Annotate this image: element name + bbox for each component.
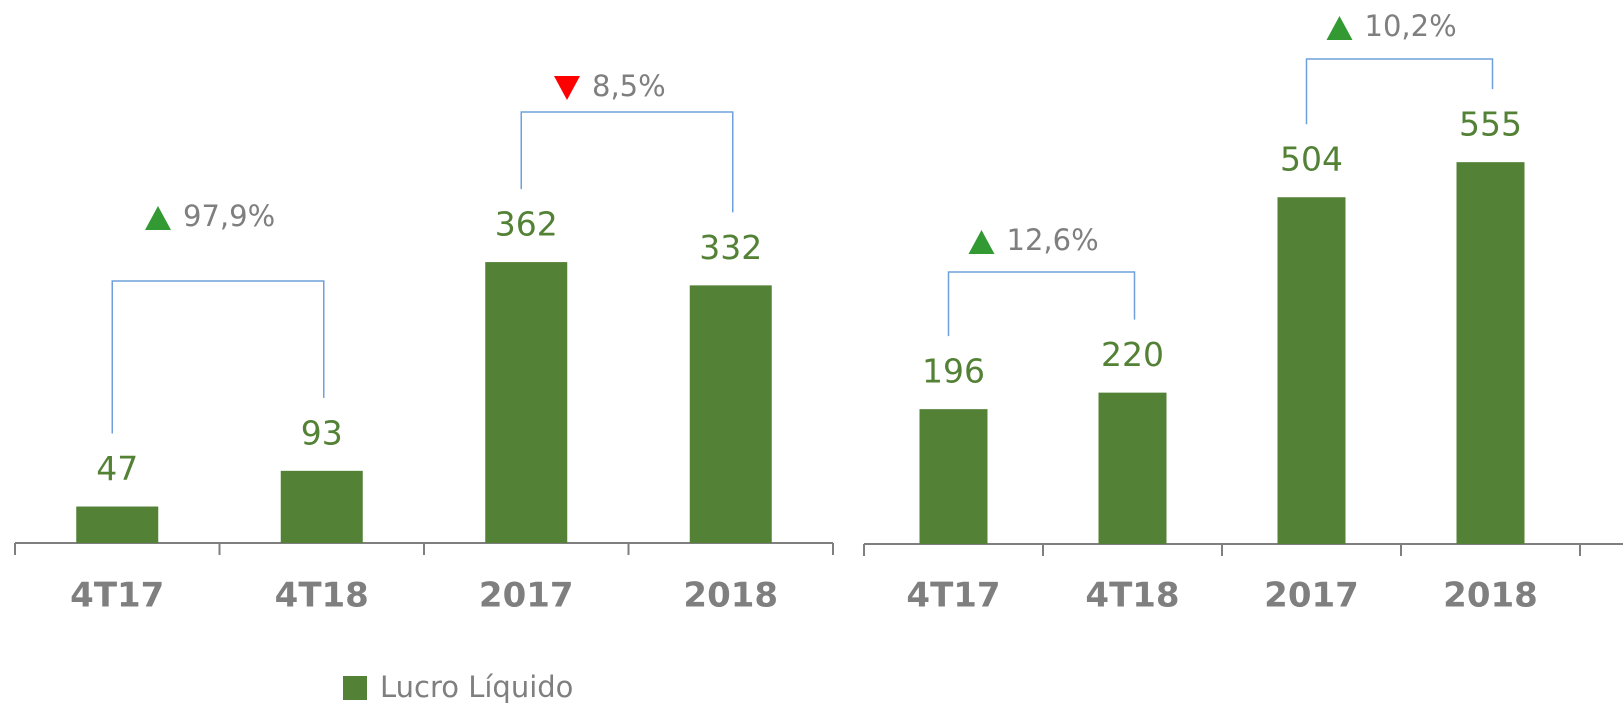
x-tick-label: 4T18 (1085, 576, 1179, 616)
value-label: 555 (1459, 105, 1522, 144)
x-tick-label: 2017 (479, 576, 574, 616)
bar (280, 470, 363, 543)
legend-swatch (343, 676, 367, 700)
bar (76, 506, 159, 543)
x-tick-label: 2017 (1264, 576, 1359, 616)
bracket (947, 271, 1136, 337)
change-arrow (554, 76, 580, 100)
change-arrow (968, 230, 995, 254)
value-label: 196 (922, 352, 985, 391)
x-tick-label: 2018 (683, 576, 778, 616)
bar (1456, 162, 1525, 544)
bar (1098, 392, 1167, 544)
change-label: 12,6% (1007, 223, 1099, 257)
bar (1277, 197, 1346, 545)
change-arrow (145, 206, 171, 230)
bracket (1305, 58, 1494, 125)
x-tick-label: 4T17 (906, 576, 1000, 616)
change-label: 10,2% (1365, 9, 1457, 43)
legend-label: Lucro Líquido (380, 670, 573, 704)
value-label: 332 (699, 228, 762, 267)
change-label: 8,5% (592, 69, 666, 103)
value-label: 47 (96, 449, 138, 488)
change-label: 97,9% (183, 199, 275, 233)
value-label: 362 (495, 205, 558, 244)
bar (689, 285, 772, 543)
bar (919, 409, 988, 544)
x-tick-label: 4T17 (70, 576, 164, 616)
x-tick-label: 2018 (1443, 576, 1538, 616)
bracket (520, 111, 734, 213)
value-label: 93 (301, 413, 343, 452)
value-label: 504 (1280, 140, 1343, 179)
change-arrow (1326, 16, 1353, 40)
bar (485, 262, 568, 543)
value-label: 220 (1101, 335, 1164, 374)
x-tick-label: 4T18 (275, 576, 369, 616)
bracket (111, 280, 325, 434)
